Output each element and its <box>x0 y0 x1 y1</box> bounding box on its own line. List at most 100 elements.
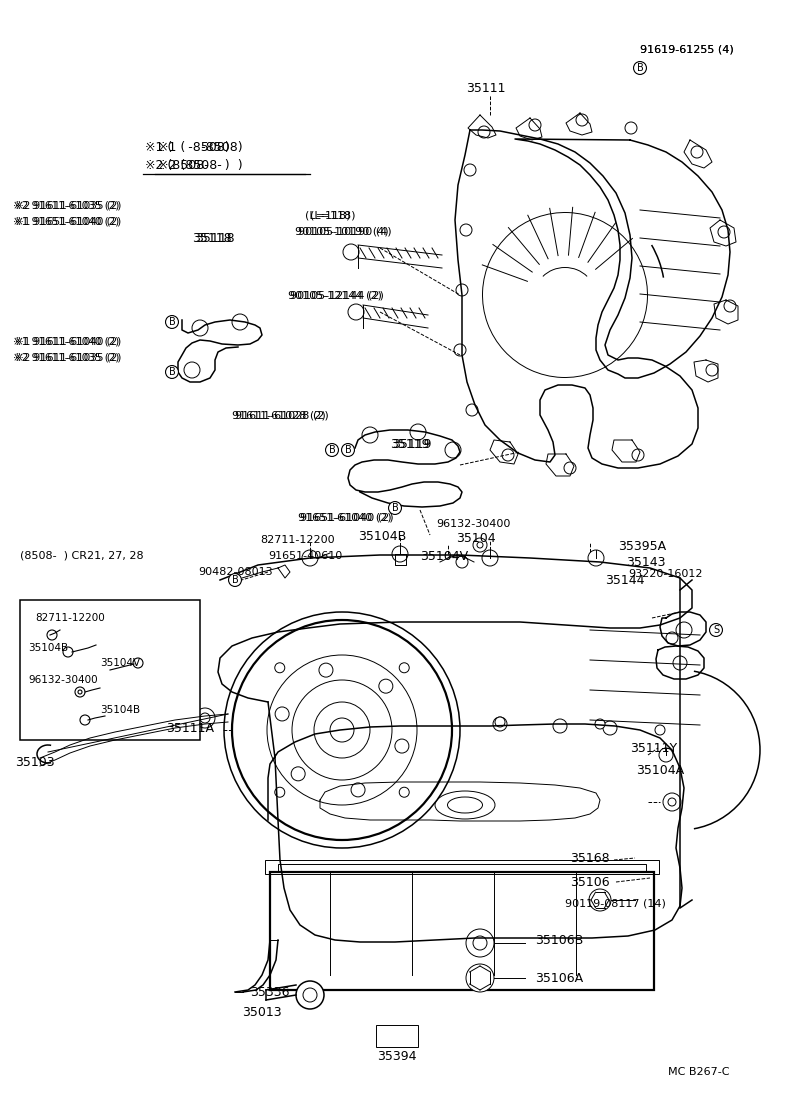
Text: 35106B: 35106B <box>535 933 583 947</box>
Text: MC B267-C: MC B267-C <box>668 1067 730 1077</box>
Circle shape <box>392 545 408 562</box>
Text: 91651-40610: 91651-40610 <box>268 551 342 561</box>
Circle shape <box>460 224 472 236</box>
Text: 35106A: 35106A <box>535 972 583 984</box>
Text: 35395A: 35395A <box>618 540 666 552</box>
Text: ※1 91611-61040 (2): ※1 91611-61040 (2) <box>15 337 122 347</box>
Circle shape <box>232 314 248 329</box>
Text: ※2 91611-61035 (2): ※2 91611-61035 (2) <box>13 201 119 210</box>
Text: 91619-61255 (4): 91619-61255 (4) <box>640 45 734 55</box>
Circle shape <box>553 719 567 733</box>
Circle shape <box>267 655 417 804</box>
Circle shape <box>78 690 82 694</box>
Text: 35104A: 35104A <box>636 764 684 777</box>
Text: B: B <box>392 503 398 514</box>
Text: 90105-12144 (2): 90105-12144 (2) <box>290 291 384 301</box>
Circle shape <box>666 633 678 644</box>
Text: B: B <box>169 367 175 377</box>
Circle shape <box>47 630 57 640</box>
Circle shape <box>302 550 318 566</box>
Circle shape <box>343 244 359 260</box>
Circle shape <box>466 964 494 992</box>
Circle shape <box>477 542 483 548</box>
Bar <box>265 860 659 874</box>
Circle shape <box>456 557 468 568</box>
Circle shape <box>192 320 208 336</box>
Text: (8508-  ) CR21, 27, 28: (8508- ) CR21, 27, 28 <box>20 551 144 561</box>
Text: 35119: 35119 <box>390 439 430 452</box>
Text: 35103: 35103 <box>15 756 54 768</box>
Bar <box>376 1025 418 1047</box>
Text: ※1 91651-61040 (2): ※1 91651-61040 (2) <box>13 217 119 227</box>
Bar <box>278 864 646 872</box>
Circle shape <box>274 787 285 797</box>
Circle shape <box>80 715 90 725</box>
Circle shape <box>466 404 478 415</box>
Text: 82711-12200: 82711-12200 <box>35 613 105 623</box>
Text: 35013: 35013 <box>242 1005 282 1018</box>
Circle shape <box>676 622 692 638</box>
Circle shape <box>655 725 665 735</box>
Circle shape <box>314 702 370 758</box>
Circle shape <box>379 679 393 693</box>
Circle shape <box>529 119 541 131</box>
Text: ※2 (8508-    ): ※2 (8508- ) <box>158 160 242 173</box>
Text: 90482-08013: 90482-08013 <box>198 568 273 577</box>
Text: 96132-30400: 96132-30400 <box>436 519 510 529</box>
Text: 35336: 35336 <box>250 985 290 998</box>
Text: B: B <box>232 575 238 585</box>
Text: 96132-30400: 96132-30400 <box>28 676 98 685</box>
Circle shape <box>275 707 289 721</box>
Text: 35104B: 35104B <box>100 705 140 715</box>
Text: 91619-61255 (4): 91619-61255 (4) <box>640 45 734 55</box>
Text: ※2 91611-61035 (2): ※2 91611-61035 (2) <box>15 201 122 210</box>
Text: 93220-16012: 93220-16012 <box>628 569 702 579</box>
Circle shape <box>473 538 487 552</box>
Circle shape <box>303 988 317 1002</box>
Text: 90105-10190 (4): 90105-10190 (4) <box>295 227 389 237</box>
Text: 90119-08117 (14): 90119-08117 (14) <box>565 899 666 909</box>
Circle shape <box>224 612 460 849</box>
Text: 35111Y: 35111Y <box>630 742 677 755</box>
Text: 35104: 35104 <box>456 531 496 544</box>
Bar <box>20 599 200 741</box>
Circle shape <box>295 719 305 730</box>
Circle shape <box>291 767 305 781</box>
Circle shape <box>454 344 466 356</box>
Circle shape <box>493 717 507 731</box>
Circle shape <box>482 550 498 566</box>
Circle shape <box>410 424 426 440</box>
Text: ※1 91651-61040 (2): ※1 91651-61040 (2) <box>15 217 122 227</box>
Text: 91611-61028 (2): 91611-61028 (2) <box>232 411 326 421</box>
Text: 35104B: 35104B <box>358 529 406 542</box>
Circle shape <box>362 426 378 443</box>
Circle shape <box>659 748 673 761</box>
Circle shape <box>200 713 210 723</box>
Circle shape <box>632 449 644 461</box>
Circle shape <box>330 719 354 742</box>
Text: S: S <box>713 625 719 635</box>
Circle shape <box>399 787 410 797</box>
Text: 35144: 35144 <box>605 573 645 586</box>
Text: ※2 91611-61035 (2): ※2 91611-61035 (2) <box>15 353 122 363</box>
Circle shape <box>473 936 487 950</box>
Circle shape <box>478 126 490 138</box>
Circle shape <box>576 114 588 126</box>
Text: 91651-61040 (2): 91651-61040 (2) <box>300 514 394 523</box>
Text: 35168: 35168 <box>570 852 610 864</box>
Circle shape <box>274 662 285 673</box>
Text: 91611-61028 (2): 91611-61028 (2) <box>235 411 329 421</box>
Circle shape <box>589 889 611 911</box>
Text: 35104V: 35104V <box>100 658 140 668</box>
Text: 35106: 35106 <box>570 875 610 888</box>
Text: 35104B: 35104B <box>28 642 68 653</box>
Text: B: B <box>345 445 351 455</box>
Circle shape <box>724 300 736 312</box>
Text: 35111A: 35111A <box>166 722 214 735</box>
Circle shape <box>564 462 576 474</box>
Text: 90105-12144 (2): 90105-12144 (2) <box>288 291 382 301</box>
Circle shape <box>502 449 514 461</box>
Circle shape <box>133 658 143 668</box>
Text: (L=118): (L=118) <box>310 210 355 222</box>
Circle shape <box>595 719 605 730</box>
